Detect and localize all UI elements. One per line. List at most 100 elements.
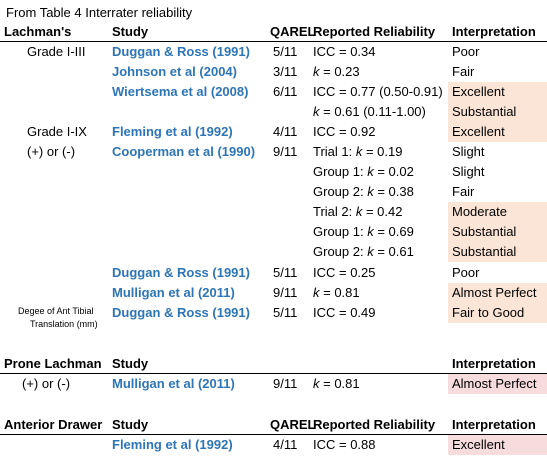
reliability-prefix: Group 1: xyxy=(313,224,368,239)
study-name: Johnson et al (2004) xyxy=(112,64,237,79)
reliability-value: Group 1: k = 0.69 xyxy=(313,222,414,242)
reliability-prefix: Trial 2: xyxy=(313,204,356,219)
study-name: Mulligan et al (2011) xyxy=(112,285,235,300)
anterior-drawer-header-study: Study xyxy=(112,417,149,432)
prone-lachman-header-study: Study xyxy=(112,356,149,371)
group-label: Grade I-III xyxy=(27,44,86,59)
reliability-value: Trial 2: k = 0.42 xyxy=(313,202,402,222)
group-label-line1: Degee of Ant Tibial xyxy=(18,306,94,316)
kappa-symbol: k xyxy=(313,376,320,391)
prone-lachman-header-interpretation: Interpretation xyxy=(452,356,536,371)
kappa-symbol: k xyxy=(367,164,374,179)
study-name: Fleming et al (1992) xyxy=(112,437,233,452)
kappa-symbol: k xyxy=(313,104,320,119)
reliability-number: = 0.81 xyxy=(319,376,360,391)
reliability-value: Group 2: k = 0.38 xyxy=(313,182,414,202)
header-qarel: QAREL xyxy=(270,24,316,39)
header-study: Study xyxy=(112,24,149,39)
qarel-score: 4/11 xyxy=(273,437,298,452)
study-name: Duggan & Ross (1991) xyxy=(112,305,250,320)
qarel-score: 6/11 xyxy=(273,84,298,99)
reliability-prefix: Group 2: xyxy=(313,184,368,199)
qarel-score: 3/11 xyxy=(273,64,298,79)
interpretation-cell: Poor xyxy=(452,44,480,59)
reliability-value: k = 0.23 xyxy=(313,62,360,82)
study-name: Wiertsema et al (2008) xyxy=(112,84,249,99)
anterior-drawer-header-qarel: QAREL xyxy=(270,417,316,432)
interpretation-cell: Excellent xyxy=(448,122,547,142)
reliability-value: Group 2: k = 0.61 xyxy=(313,242,414,262)
reliability-number: = 0.42 xyxy=(362,204,403,219)
qarel-score: 9/11 xyxy=(273,376,298,391)
reliability-value: ICC = 0.34 xyxy=(313,44,376,59)
header-reliability: Reported Reliability xyxy=(313,24,436,39)
reliability-value: ICC = 0.49 xyxy=(313,305,376,320)
reliability-number: = 0.02 xyxy=(373,164,414,179)
interpretation-cell: Excellent xyxy=(448,435,547,455)
study-name: Fleming et al (1992) xyxy=(112,124,233,139)
kappa-symbol: k xyxy=(367,244,374,259)
reliability-value: ICC = 0.25 xyxy=(313,265,376,280)
anterior-drawer-divider xyxy=(0,434,547,435)
group-label-line2: Translation (mm) xyxy=(30,319,98,329)
interpretation-cell: Slight xyxy=(452,144,485,159)
interpretation-cell: Substantial xyxy=(448,242,547,262)
reliability-value: k = 0.81 xyxy=(313,374,360,394)
reliability-value: ICC = 0.92 xyxy=(313,124,376,139)
qarel-score: 9/11 xyxy=(273,144,298,159)
study-name: Cooperman et al (1990) xyxy=(112,144,256,159)
header-test: Lachman's xyxy=(4,24,72,39)
prone-lachman-header-test: Prone Lachman xyxy=(4,356,102,371)
kappa-symbol: k xyxy=(313,64,320,79)
reliability-value: Trial 1: k = 0.19 xyxy=(313,142,402,162)
reliability-prefix: Group 1: xyxy=(313,164,368,179)
kappa-symbol: k xyxy=(313,285,320,300)
header-interpretation: Interpretation xyxy=(452,24,536,39)
reliability-prefix: Group 2: xyxy=(313,244,368,259)
group-label: (+) or (-) xyxy=(27,144,76,159)
interpretation-cell: Moderate xyxy=(448,202,547,222)
anterior-drawer-header-interpretation: Interpretation xyxy=(452,417,536,432)
reliability-number: = 0.23 xyxy=(319,64,360,79)
reliability-value: k = 0.61 (0.11-1.00) xyxy=(313,102,426,122)
kappa-symbol: k xyxy=(367,224,374,239)
header-divider xyxy=(0,41,547,42)
reliability-number: = 0.81 xyxy=(319,285,360,300)
reliability-value: ICC = 0.77 (0.50-0.91) xyxy=(313,84,443,99)
kappa-symbol: k xyxy=(355,204,363,219)
qarel-score: 4/11 xyxy=(273,124,298,139)
reliability-prefix: Trial 1: xyxy=(313,144,356,159)
qarel-score: 9/11 xyxy=(273,285,298,300)
interpretation-cell: Almost Perfect xyxy=(448,283,547,303)
interpretation-cell: Fair to Good xyxy=(448,303,547,323)
reliability-value: ICC = 0.88 xyxy=(313,437,376,452)
reliability-number: = 0.61 (0.11-1.00) xyxy=(319,104,426,119)
study-name: Duggan & Ross (1991) xyxy=(112,44,250,59)
interpretation-cell: Substantial xyxy=(448,222,547,242)
kappa-symbol: k xyxy=(367,184,374,199)
reliability-number: = 0.19 xyxy=(362,144,403,159)
interpretation-cell: Fair xyxy=(452,64,475,79)
anterior-drawer-header-test: Anterior Drawer xyxy=(4,417,103,432)
interpretation-cell: Fair xyxy=(452,184,475,199)
reliability-value: k = 0.81 xyxy=(313,283,360,303)
study-name: Duggan & Ross (1991) xyxy=(112,265,250,280)
qarel-score: 5/11 xyxy=(273,265,298,280)
reliability-number: = 0.38 xyxy=(373,184,414,199)
qarel-score: 5/11 xyxy=(273,305,298,320)
interpretation-cell: Poor xyxy=(452,265,480,280)
reliability-number: = 0.61 xyxy=(373,244,414,259)
qarel-score: 5/11 xyxy=(273,44,298,59)
interpretation-cell: Almost Perfect xyxy=(448,374,547,394)
reliability-number: = 0.69 xyxy=(373,224,414,239)
study-name: Mulligan et al (2011) xyxy=(112,376,235,391)
kappa-symbol: k xyxy=(355,144,363,159)
reliability-value: Group 1: k = 0.02 xyxy=(313,162,414,182)
interpretation-cell: Slight xyxy=(452,164,485,179)
group-label: (+) or (-) xyxy=(22,376,71,391)
interpretation-cell: Excellent xyxy=(448,82,547,102)
prone-lachman-divider xyxy=(0,373,547,374)
interpretation-cell: Substantial xyxy=(448,102,547,122)
table-caption: From Table 4 Interrater reliability xyxy=(6,5,193,20)
anterior-drawer-header-reliability: Reported Reliability xyxy=(313,417,436,432)
